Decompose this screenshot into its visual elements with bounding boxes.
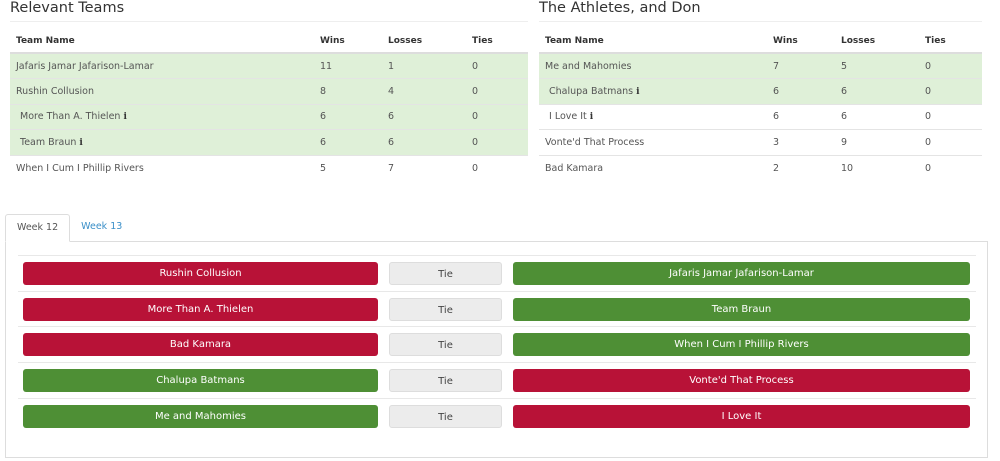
losses: 10 [835,154,919,181]
home-team-button[interactable]: Rushin Collusion [23,262,378,285]
ties: 0 [919,154,982,181]
wins: 6 [314,129,382,156]
wins: 7 [767,52,835,79]
home-team-button[interactable]: More Than A. Thielen [23,297,378,321]
away-team-button[interactable]: Jafaris Jamar Jafarison-Lamar [513,262,970,285]
info-icon[interactable]: i [123,112,127,123]
wins: 5 [314,154,382,181]
tab-week[interactable]: Week 12 [5,214,71,242]
matchup-row: More Than A. Thielen Tie Team Braun [18,290,976,327]
column-header: Losses [835,29,919,54]
wins: 2 [767,154,835,181]
table-header: Team Name Wins Losses Ties [539,29,982,54]
tie-button[interactable]: Tie [389,404,502,428]
table-header: Team Name Wins Losses Ties [10,29,528,54]
away-team-button[interactable]: Vonte'd That Process [513,369,970,393]
tie-button[interactable]: Tie [389,333,502,357]
matchup-row: Chalupa Batmans Tie Vonte'd That Process [18,362,976,398]
team-name: When I Cum I Phillip Rivers [16,162,144,174]
table-row: Me and Mahomies 7 5 0 [539,52,982,79]
column-header: Wins [767,29,835,54]
matchup-row: Me and Mahomies Tie I Love It [18,397,976,434]
info-icon[interactable]: i [636,86,640,97]
away-team-button[interactable]: I Love It [513,404,970,428]
tab-week[interactable]: Week 13 [81,221,123,232]
team-name: Vonte'd That Process [545,137,645,149]
table-row: Vonte'd That Process 3 9 0 [539,129,982,156]
away-team-button[interactable]: When I Cum I Phillip Rivers [513,333,970,357]
losses: 7 [382,154,466,181]
table-row: More Than A. Thielen i 6 6 0 [10,103,528,130]
table-row: When I Cum I Phillip Rivers 5 7 0 [10,154,528,181]
table-row: Jafaris Jamar Jafarison-Lamar 11 1 0 [10,52,528,79]
ties: 0 [466,78,528,105]
team-name: More Than A. Thielen [20,111,121,123]
table-row: Bad Kamara 2 10 0 [539,154,982,181]
home-team-button[interactable]: Chalupa Batmans [23,369,378,393]
ties: 0 [466,103,528,130]
team-name: I Love It [549,111,587,123]
wins: 3 [767,129,835,156]
wins: 11 [314,52,382,79]
wins: 6 [767,78,835,105]
team-name: Chalupa Batmans [549,85,634,97]
team-name: Me and Mahomies [545,60,632,72]
losses: 6 [382,103,466,130]
ties: 0 [919,103,982,130]
info-icon[interactable]: i [79,138,83,149]
team-name: Jafaris Jamar Jafarison-Lamar [16,60,154,72]
losses: 6 [382,129,466,156]
home-team-button[interactable]: Bad Kamara [23,333,378,357]
column-header: Ties [919,29,982,54]
column-header: Ties [466,29,528,54]
losses: 6 [835,103,919,130]
home-team-button[interactable]: Me and Mahomies [23,404,378,428]
ties: 0 [466,154,528,181]
matchup-row: Bad Kamara Tie When I Cum I Phillip Rivers [18,326,976,362]
team-name: Bad Kamara [545,162,604,174]
losses: 4 [382,78,466,105]
table-row: Chalupa Batmans i 6 6 0 [539,78,982,105]
tie-button[interactable]: Tie [389,297,502,321]
matchup-row: Rushin Collusion Tie Jafaris Jamar Jafaris… [18,255,976,291]
wins: 6 [767,103,835,130]
standings-title: The Athletes, and Don [539,0,982,22]
losses: 6 [835,78,919,105]
losses: 5 [835,52,919,79]
team-name: Team Braun [20,137,77,149]
tie-button[interactable]: Tie [389,369,502,393]
standings-table: Team Name Wins Losses Ties Jafaris Jamar Jaf… [10,29,528,181]
column-header: Team Name [10,29,314,54]
column-header: Losses [382,29,466,54]
wins: 8 [314,78,382,105]
away-team-button[interactable]: Team Braun [513,297,970,321]
ties: 0 [919,129,982,156]
wins: 6 [314,103,382,130]
column-header: Team Name [539,29,767,54]
info-icon[interactable]: i [589,112,594,123]
losses: 1 [382,52,466,79]
column-header: Wins [314,29,382,54]
tie-button[interactable]: Tie [389,262,502,285]
table-row: I Love It i 6 6 0 [539,103,982,130]
ties: 0 [919,78,982,105]
week-tabs: Week 12 Week 13 [5,214,133,242]
losses: 9 [835,129,919,156]
ties: 0 [919,52,982,79]
team-name: Rushin Collusion [16,85,95,97]
table-row: Rushin Collusion 8 4 0 [10,78,528,105]
matchups-panel: Rushin Collusion Tie Jafaris Jamar Jafaris… [5,241,988,458]
table-row: Team Braun i 6 6 0 [10,129,528,156]
athletes-standings: The Athletes, and Don Team Name Wins Losses… [539,0,982,181]
ties: 0 [466,52,528,79]
ties: 0 [466,129,528,156]
standings-table: Team Name Wins Losses Ties Me and Mahomies 7 5… [539,29,982,181]
relevant-teams-standings: Relevant Teams Team Name Wins Losses Ties Jaf… [10,0,528,181]
standings-title: Relevant Teams [10,0,528,22]
